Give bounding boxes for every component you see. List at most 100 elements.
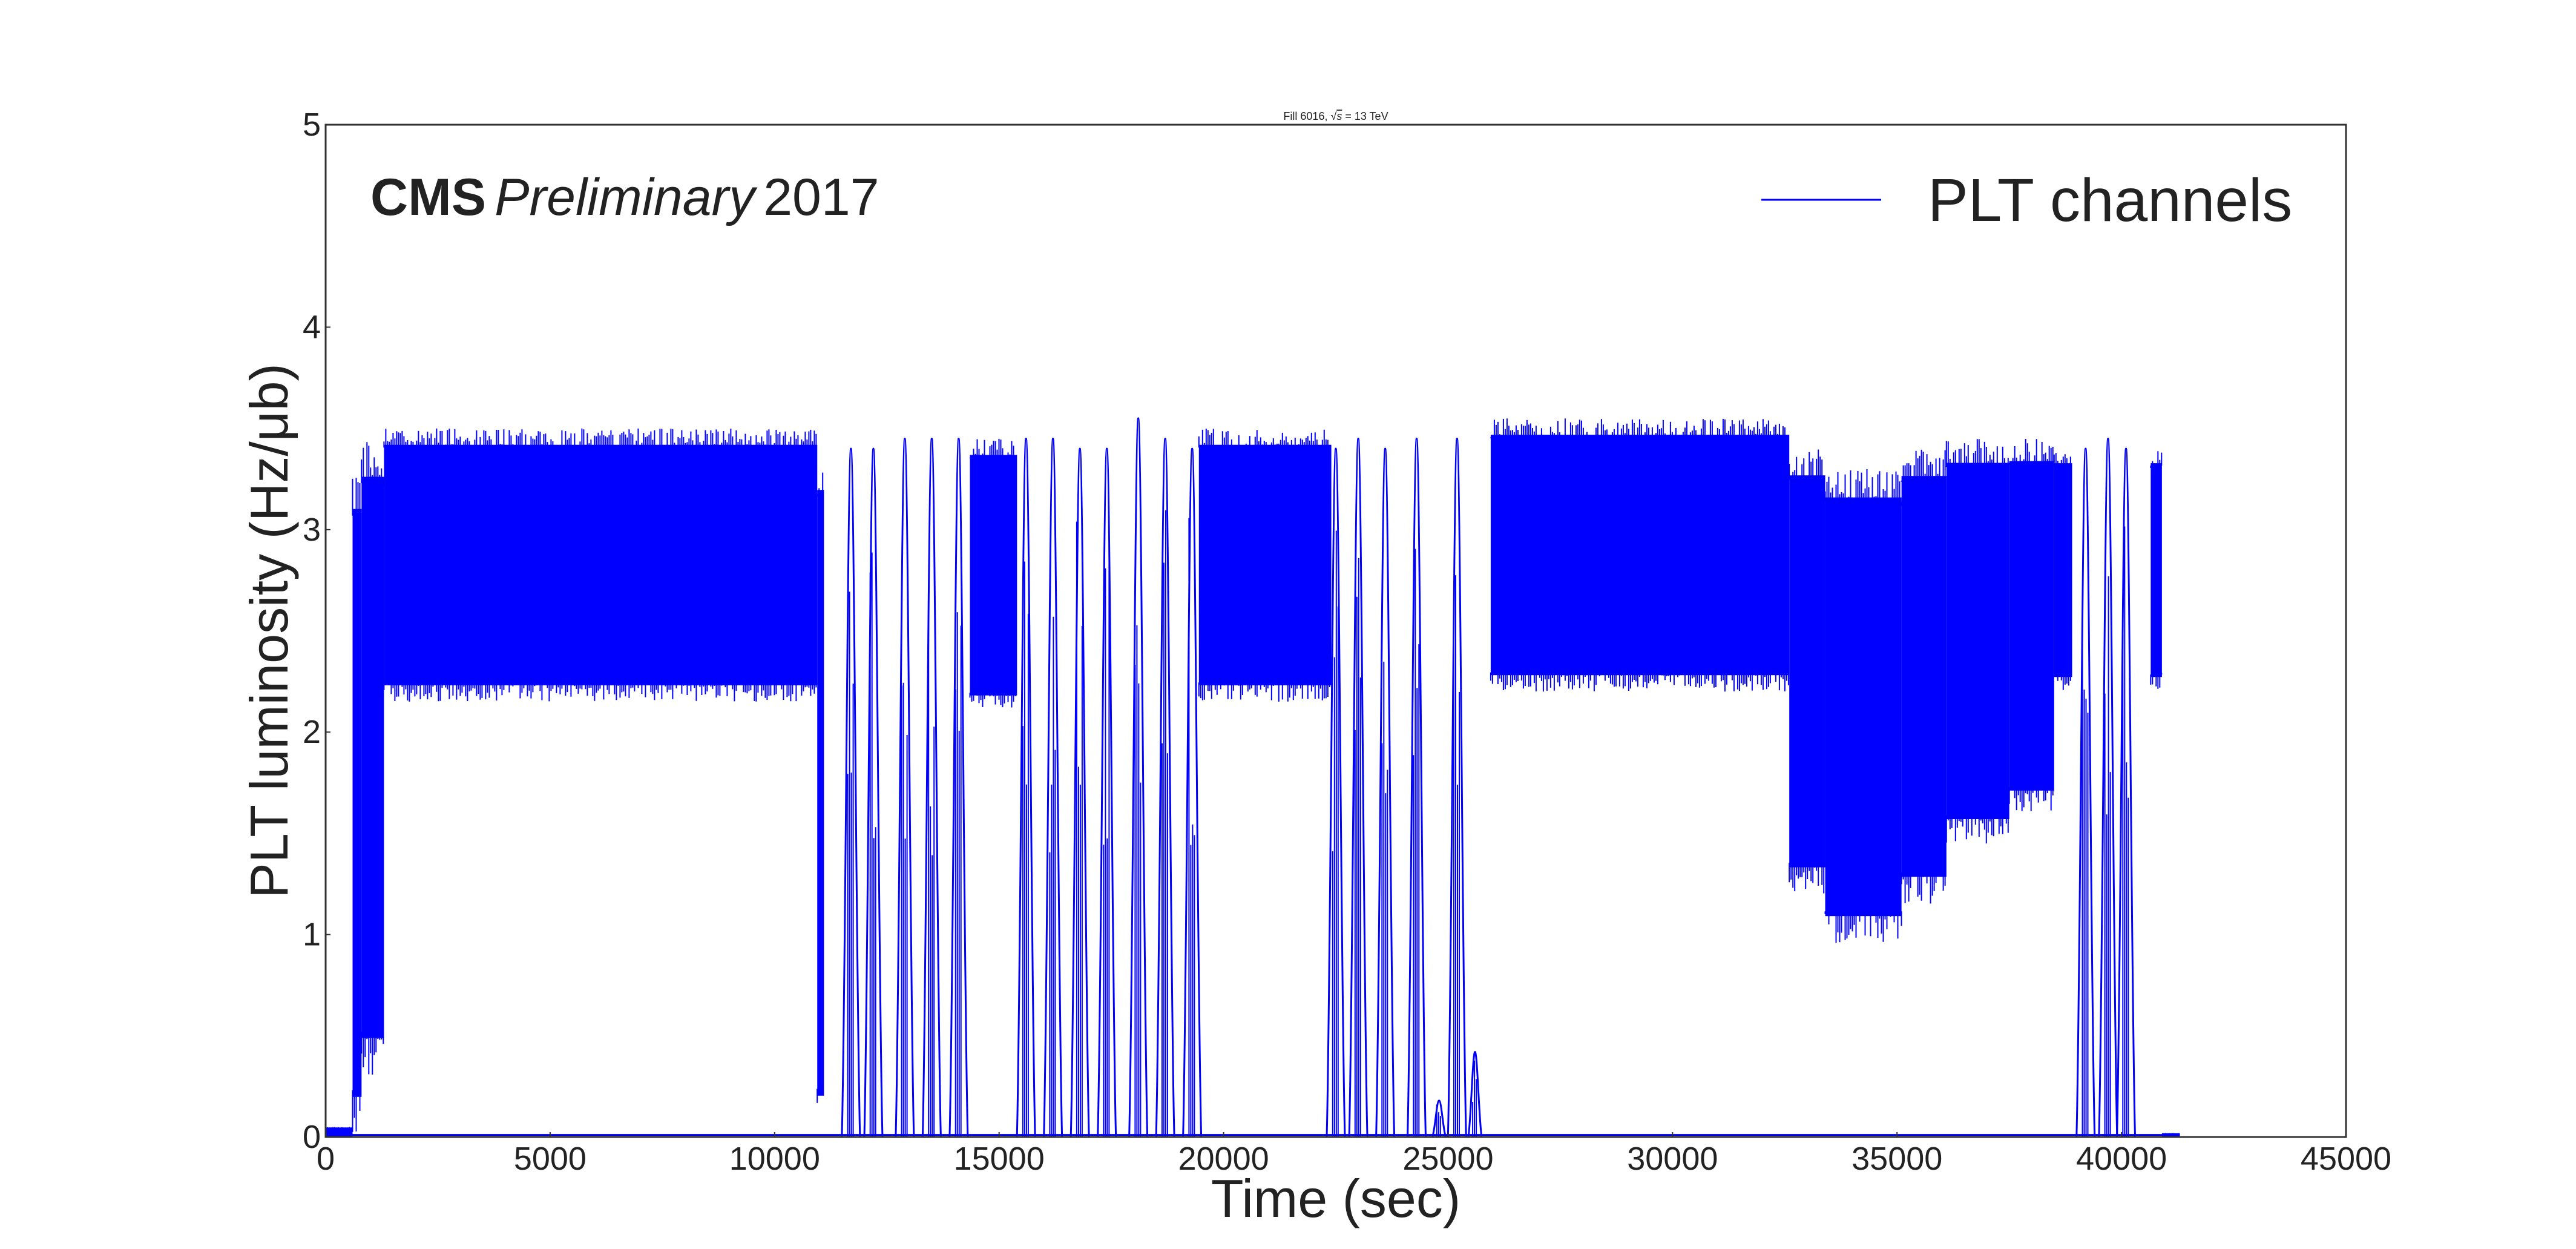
cms-label-year: 2017 (763, 168, 879, 226)
spike-fill (1453, 575, 1460, 1137)
x-tick-label: 35000 (1852, 1141, 1942, 1177)
x-tick-label: 15000 (954, 1141, 1045, 1177)
envelope-fill (1825, 497, 1902, 917)
y-tick-label: 4 (303, 309, 321, 345)
y-tick-label: 3 (303, 512, 321, 548)
spike (1431, 1099, 1447, 1138)
envelope-noise (2008, 439, 2054, 811)
plot-title-suffix: = 13 TeV (1342, 110, 1388, 122)
envelope-fill (1789, 475, 1825, 868)
cms-label-italic: Preliminary (494, 168, 758, 226)
envelope-fill (1901, 476, 1947, 877)
spike-outline (1070, 447, 1090, 1138)
spike-outline (1447, 437, 1467, 1138)
spike (841, 447, 861, 1138)
envelope-fill (2150, 463, 2162, 677)
envelope-fill (1490, 434, 1790, 676)
spike (1447, 437, 1467, 1138)
y-axis-ticks: 0 1 2 3 4 5 (303, 107, 330, 1155)
spike-fill (2082, 645, 2089, 1137)
envelope-fill (970, 455, 1017, 696)
envelope-noise (361, 442, 384, 1075)
spike-outline (948, 437, 969, 1138)
envelope-fill (2009, 461, 2054, 791)
data-layer (325, 417, 2180, 1138)
y-tick-label: 5 (303, 107, 321, 143)
spike-fill (869, 552, 876, 1137)
spike-outline (2098, 437, 2118, 1138)
spike-outline (2075, 447, 2096, 1138)
spike-fill (901, 682, 908, 1137)
spike-outline (1128, 417, 1149, 1138)
spike-outline (1097, 447, 1117, 1138)
spike-fill (1472, 1060, 1477, 1137)
spike-outline (1182, 447, 1203, 1138)
spike (1097, 447, 1117, 1138)
spike-outline (841, 447, 861, 1138)
envelope-noise (2150, 451, 2163, 689)
envelope-fill (1198, 444, 1332, 685)
spike (948, 437, 969, 1138)
spike-fill (954, 612, 962, 1137)
spike (1043, 437, 1063, 1138)
spike-outline (1043, 437, 1063, 1138)
spike-fill (1332, 530, 1339, 1137)
y-tick-label: 1 (303, 917, 321, 953)
envelope-segment (1789, 449, 1825, 894)
spike-fill (1161, 510, 1168, 1137)
spike (1070, 447, 1090, 1138)
spike (1467, 1051, 1483, 1138)
envelope-noise (2053, 453, 2071, 690)
envelope-noise (1945, 439, 2009, 844)
spike-fill (928, 600, 935, 1137)
envelope-noise (1490, 418, 1789, 692)
spike-outline (1467, 1051, 1483, 1138)
x-tick-label: 0 (317, 1141, 335, 1177)
spike (895, 437, 915, 1138)
envelope-fill (361, 476, 384, 1038)
envelope-noise (816, 472, 824, 1103)
envelope-segment (816, 472, 824, 1103)
spike (1406, 437, 1427, 1138)
spike-outline (895, 437, 915, 1138)
envelope-segment (383, 428, 818, 702)
envelope-segment (2053, 453, 2072, 690)
y-tick-label: 2 (303, 714, 321, 750)
spike-fill (1354, 558, 1361, 1137)
spike (1155, 437, 1175, 1138)
spike-outline (2115, 447, 2137, 1138)
spike (921, 437, 942, 1138)
spike-fill (1022, 561, 1029, 1137)
envelope-segment (1490, 418, 1790, 692)
y-axis-title: PLT luminosity (Hz/μb) (239, 363, 299, 898)
spike-outline (1326, 447, 1346, 1138)
spike-fill (2104, 576, 2111, 1137)
spike-fill (847, 592, 854, 1137)
envelope-noise (383, 428, 817, 702)
x-axis-title: Time (sec) (1211, 1168, 1460, 1228)
envelope-segment (1901, 449, 1947, 904)
envelope-noise (1901, 449, 1946, 904)
envelope-segment (1824, 469, 1902, 943)
spike-fill (1103, 545, 1110, 1137)
spike (2115, 447, 2137, 1138)
spike-fill (1413, 549, 1420, 1137)
envelope-segment (361, 442, 384, 1075)
spike-fill (1436, 1104, 1441, 1137)
plot-title: Fill 6016, √s = 13 TeV (1283, 110, 1388, 122)
envelope-segment (1198, 429, 1332, 702)
envelope-noise (1789, 449, 1825, 894)
envelope-noise (969, 438, 1016, 708)
envelope-segment (352, 478, 362, 1132)
spike (863, 447, 884, 1138)
envelope-noise (352, 478, 361, 1132)
spike-fill (1188, 518, 1195, 1137)
spike (1326, 447, 1346, 1138)
spike (1375, 447, 1396, 1138)
spike-outline (1431, 1099, 1447, 1138)
legend-label: PLT channels (1928, 166, 2292, 234)
spike-fill (1381, 661, 1388, 1137)
spike-fill (2122, 526, 2129, 1137)
spike-outline (1016, 437, 1036, 1138)
spike-fill (1076, 521, 1083, 1137)
